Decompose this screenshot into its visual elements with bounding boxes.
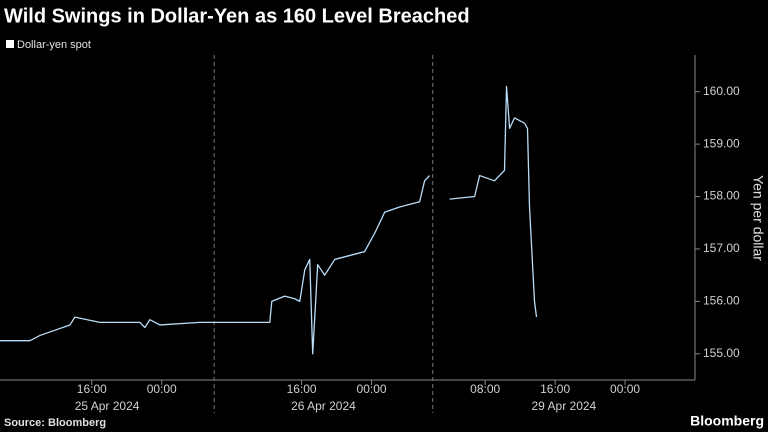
x-tick-label: 00:00 [147, 382, 177, 396]
day-label: 25 Apr 2024 [75, 399, 140, 413]
x-tick-label: 00:00 [357, 382, 387, 396]
x-tick-label: 16:00 [540, 382, 570, 396]
x-tick-label: 08:00 [470, 382, 500, 396]
legend-label: Dollar-yen spot [17, 39, 91, 51]
y-tick-label: 160.00 [703, 84, 740, 98]
y-axis-label: Yen per dollar [750, 175, 766, 261]
x-tick-label: 16:00 [287, 382, 317, 396]
series-line [449, 85, 538, 318]
day-label: 29 Apr 2024 [532, 399, 597, 413]
brand: Bloomberg [690, 413, 764, 429]
y-tick-label: 155.00 [703, 346, 740, 360]
x-tick-label: 16:00 [77, 382, 107, 396]
y-tick-label: 157.00 [703, 241, 740, 255]
x-tick-label: 00:00 [610, 382, 640, 396]
chart-title: Wild Swings in Dollar-Yen as 160 Level B… [4, 5, 470, 27]
y-tick-label: 156.00 [703, 294, 740, 308]
y-tick-label: 158.00 [703, 189, 740, 203]
y-tick-label: 159.00 [703, 136, 740, 150]
source: Source: Bloomberg [4, 417, 106, 429]
day-label: 26 Apr 2024 [291, 399, 356, 413]
legend-swatch [6, 40, 14, 48]
series-line [0, 175, 431, 355]
